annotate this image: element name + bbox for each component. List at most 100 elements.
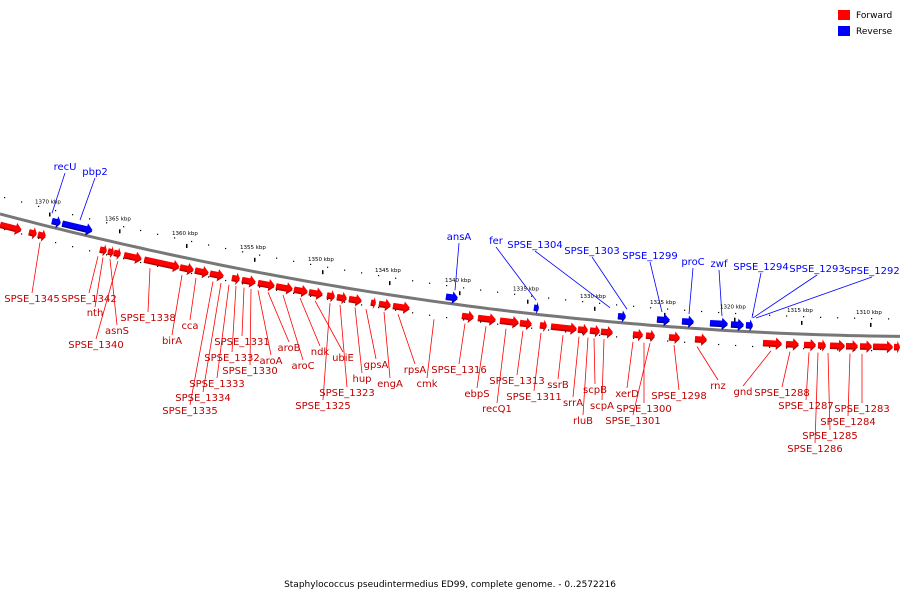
- guide-dot: [769, 314, 771, 316]
- forward-14-arrow-body: [275, 282, 293, 294]
- guide-dot: [378, 275, 380, 277]
- gene-label-spse_1299: SPSE_1299: [622, 251, 678, 262]
- gene-label-hup: hup: [352, 374, 371, 385]
- forward-28-gene-arrow: [550, 322, 577, 335]
- forward-2-arrow-body: [37, 229, 46, 241]
- forward-1-gene-arrow: [28, 227, 37, 240]
- gene-label-spse_1340: SPSE_1340: [68, 340, 124, 351]
- forward-24-gene-arrow: [477, 313, 496, 326]
- forward-leader-33: [582, 337, 589, 416]
- forward-leader-6: [171, 274, 183, 336]
- forward-6-gene-arrow: [123, 251, 142, 264]
- guide-dot: [463, 319, 465, 321]
- forward-18-gene-arrow: [336, 291, 347, 305]
- guide-dot: [701, 310, 703, 313]
- forward-leader-46: [847, 353, 851, 417]
- forward-leader-18: [314, 300, 344, 353]
- forward-41-gene-arrow: [845, 340, 858, 353]
- forward-42-gene-arrow: [859, 340, 872, 353]
- gene-label-ebps: ebpS: [464, 389, 489, 400]
- forward-30-gene-arrow: [589, 324, 600, 338]
- forward-21-arrow-body: [378, 298, 391, 310]
- kbp-tick: [801, 320, 803, 325]
- gene-label-ssrb: ssrB: [547, 380, 569, 391]
- guide-dot: [89, 218, 91, 220]
- forward-40-arrow-body: [829, 339, 845, 351]
- gene-label-spse_1298: SPSE_1298: [651, 391, 707, 402]
- guide-dot: [4, 197, 6, 199]
- reverse-1-arrow-body: [61, 220, 93, 235]
- forward-8-gene-arrow: [179, 262, 194, 276]
- forward-18-arrow-body: [336, 291, 347, 303]
- forward-42-arrow-body: [859, 340, 872, 352]
- forward-1-arrow-body: [28, 227, 37, 238]
- guide-dot: [820, 348, 822, 350]
- kbp-tick-label: 1360 kbp: [172, 231, 198, 237]
- guide-dot: [140, 229, 142, 232]
- reverse-leader-9: [751, 272, 762, 318]
- guide-dot: [293, 260, 295, 262]
- forward-0-gene-arrow: [0, 221, 22, 235]
- forward-41-arrow-body: [845, 340, 858, 352]
- kbp-tick-label: 1365 kbp: [105, 216, 131, 222]
- kbp-tick-label: 1330 kbp: [580, 294, 606, 300]
- forward-leader-41: [742, 350, 772, 387]
- gene-label-asns: asnS: [105, 326, 129, 337]
- guide-dot: [531, 295, 533, 297]
- forward-39-gene-arrow: [817, 339, 826, 352]
- forward-31-arrow-body: [600, 326, 613, 338]
- forward-leader-43: [805, 352, 810, 401]
- guide-dot: [871, 318, 873, 320]
- guide-dot: [191, 272, 193, 275]
- guide-dot: [888, 318, 890, 320]
- reverse-5-arrow-body: [656, 313, 670, 325]
- forward-32-gene-arrow: [632, 328, 643, 342]
- reverse-leader-1: [79, 177, 96, 221]
- guide-dot: [837, 349, 839, 351]
- forward-leader-35: [601, 339, 605, 401]
- legend-reverse-label: Reverse: [856, 27, 893, 37]
- reverse-1-gene-arrow: [61, 220, 93, 236]
- reverse-leader-7: [688, 267, 694, 315]
- guide-dot: [514, 293, 516, 295]
- guide-dot: [412, 312, 414, 314]
- guide-dot: [310, 295, 312, 297]
- reverse-0-arrow-body: [51, 216, 61, 227]
- gene-label-spse_1304: SPSE_1304: [507, 240, 563, 251]
- kbp-tick-label: 1310 kbp: [856, 310, 882, 316]
- forward-leader-11: [231, 286, 237, 353]
- forward-16-gene-arrow: [308, 287, 323, 300]
- forward-3-arrow-body: [99, 244, 107, 256]
- gene-label-spse_1332: SPSE_1332: [204, 353, 260, 364]
- forward-leader-25: [426, 319, 435, 379]
- gene-label-ansa: ansA: [447, 232, 472, 243]
- forward-leader-7: [189, 277, 197, 321]
- guide-dot: [650, 307, 652, 309]
- dotted-guides: [4, 197, 890, 352]
- forward-leader-10: [216, 284, 230, 379]
- forward-13-arrow-body: [257, 278, 275, 290]
- guide-dot: [412, 280, 414, 282]
- forward-3-gene-arrow: [99, 244, 107, 257]
- forward-30-arrow-body: [589, 324, 600, 336]
- forward-leader-36: [626, 341, 634, 389]
- gene-label-recu: recU: [54, 162, 77, 173]
- forward-leader-45: [827, 352, 831, 431]
- forward-20-gene-arrow: [370, 296, 376, 310]
- forward-leader-15: [267, 292, 290, 343]
- forward-13-gene-arrow: [257, 278, 275, 292]
- forward-leader-34: [593, 338, 596, 385]
- guide-dot: [446, 285, 448, 287]
- forward-26-arrow-body: [519, 317, 532, 329]
- forward-43-gene-arrow: [872, 340, 893, 354]
- guide-dot: [480, 289, 482, 291]
- reverse-8-arrow-body: [730, 318, 744, 330]
- guide-dot: [565, 331, 567, 333]
- guide-dot: [548, 297, 550, 299]
- forward-25-gene-arrow: [499, 316, 519, 329]
- kbp-tick-label: 1325 kbp: [650, 300, 676, 306]
- guide-dot: [769, 346, 771, 348]
- guide-dot: [667, 340, 669, 342]
- guide-dot: [208, 276, 210, 278]
